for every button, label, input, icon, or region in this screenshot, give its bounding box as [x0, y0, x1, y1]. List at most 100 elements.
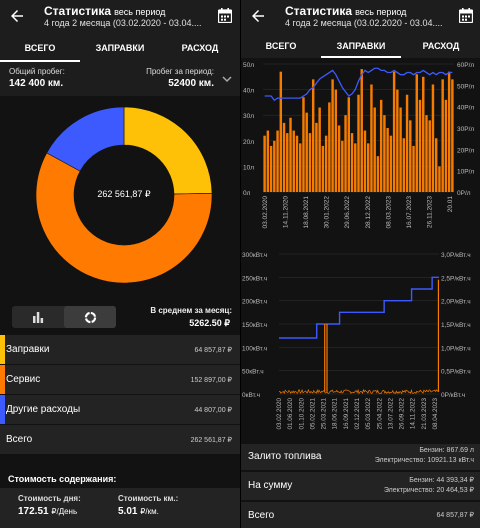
- y-tick-label-left: 50л: [243, 62, 254, 69]
- bar: [315, 122, 318, 192]
- tab-refuels[interactable]: ЗАПРАВКИ: [95, 43, 145, 53]
- category-row-other[interactable]: Другие расходы 44 807,00 ₽: [0, 395, 240, 425]
- bar: [324, 135, 328, 192]
- x-tick-label: 14.11.2020: [283, 196, 290, 228]
- calendar-icon[interactable]: [459, 8, 473, 23]
- x-tick-label: 08.04.2023: [432, 398, 439, 430]
- y-tick-label-right: 0Р/кВт.ч: [441, 392, 465, 399]
- cost-per-day-value: 172.51 ₽/День: [18, 506, 78, 517]
- y-tick-label-left: 150кВт.ч: [242, 322, 267, 329]
- category-row-refuels[interactable]: Заправки 64 857,87 ₽: [0, 335, 240, 365]
- bar: [422, 76, 425, 192]
- summary-electricity-value: Электричество: 20 464,53 ₽: [383, 487, 474, 494]
- summary-row-amount: На сумму Бензин: 44 393,34 ₽ Электричест…: [241, 472, 480, 500]
- bar: [376, 156, 380, 192]
- y-tick-label-left: 10л: [243, 164, 254, 171]
- tab-total[interactable]: ВСЕГО: [265, 41, 297, 51]
- bar: [276, 130, 279, 192]
- bar: [263, 135, 266, 192]
- total-mileage-label: Общий пробег:: [9, 67, 65, 76]
- bar: [269, 145, 273, 192]
- x-tick-label: 26.11.2023: [426, 196, 433, 228]
- category-amount: 44 807,00 ₽: [194, 407, 232, 414]
- bar: [412, 145, 415, 192]
- expense-donut-chart: 262 561,87 ₽: [33, 104, 215, 286]
- category-amount: 152 897,00 ₽: [190, 377, 232, 384]
- category-color-swatch: [0, 365, 5, 394]
- donut-chart-toggle[interactable]: [64, 306, 116, 328]
- period-mileage-label: Пробег за период:: [146, 67, 214, 76]
- bar: [318, 107, 321, 192]
- x-tick-label: 05.03.2022: [365, 398, 372, 430]
- bar: [273, 140, 276, 192]
- bar: [311, 79, 315, 192]
- tab-refuels[interactable]: ЗАПРАВКИ: [321, 34, 401, 58]
- bar: [354, 143, 357, 192]
- y-tick-label-left: 50кВт.ч: [242, 369, 264, 376]
- x-tick-label: 02.12.2021: [354, 398, 361, 430]
- category-label: Сервис: [6, 374, 41, 385]
- category-row-service[interactable]: Сервис 152 897,00 ₽: [0, 365, 240, 395]
- chevron-down-icon[interactable]: [222, 75, 232, 83]
- y-tick-label-left: 200кВт.ч: [242, 299, 267, 306]
- period-subtitle: 4 года 2 месяца (03.02.2020 - 03.04....: [44, 18, 202, 28]
- app-bar: Статистика весь период 4 года 2 месяца (0…: [0, 0, 240, 34]
- total-mileage-value: 142 400 км.: [9, 78, 64, 89]
- x-tick-label: 01.06.2020: [287, 398, 294, 430]
- chart-type-toggle: [12, 306, 116, 328]
- y-tick-label-left: 20л: [243, 139, 254, 146]
- y-tick-label-right: 60Р/л: [457, 62, 474, 69]
- bar: [438, 166, 441, 192]
- stats-panel-total: Статистика весь период 4 года 2 месяца (0…: [0, 0, 240, 528]
- y-tick-label-right: 0,5Р/кВт.ч: [441, 369, 471, 376]
- back-arrow-icon[interactable]: [8, 7, 26, 25]
- bar: [341, 140, 344, 192]
- page-title: Статистика весь период: [285, 4, 407, 18]
- y-tick-label-left: 40л: [243, 88, 254, 95]
- bar: [337, 125, 341, 192]
- bar-chart-toggle[interactable]: [12, 306, 64, 328]
- bar: [386, 128, 389, 192]
- mileage-bar[interactable]: Общий пробег: 142 400 км. Пробег за пери…: [0, 62, 240, 96]
- x-tick-label: 14.11.2022: [410, 398, 417, 430]
- price-line: [264, 67, 453, 102]
- y-tick-label-right: 2,0Р/кВт.ч: [441, 299, 471, 306]
- bar: [373, 107, 376, 192]
- category-row-total: Всего 262 561,87 ₽: [0, 425, 240, 455]
- tab-total[interactable]: ВСЕГО: [0, 34, 80, 62]
- y-tick-label-right: 50Р/л: [457, 83, 474, 90]
- bar: [418, 99, 422, 192]
- category-label: Всего: [6, 434, 33, 445]
- category-amount: 262 561,87 ₽: [190, 437, 232, 444]
- back-arrow-icon[interactable]: [249, 7, 267, 25]
- charge-noise-line: [278, 388, 440, 395]
- tab-consumption[interactable]: РАСХОД: [422, 41, 460, 51]
- bar: [305, 112, 308, 192]
- calendar-icon[interactable]: [218, 8, 232, 23]
- monthly-average-value: 5262.50 ₽: [189, 318, 230, 328]
- category-color-swatch: [0, 395, 5, 424]
- fuel-volume-chart: 0л 10л 20л 30л 40л 50л 0Р/л 10Р/л 20Р/л 30Р/л 40Р/…: [241, 58, 480, 240]
- x-tick-label: 21.03.2023: [421, 398, 428, 430]
- cost-per-km-value: 5.01 ₽/км.: [118, 506, 159, 517]
- x-tick-label: 16.09.2021: [343, 398, 350, 430]
- x-tick-label: 18.06.2021: [332, 398, 339, 430]
- bar: [347, 97, 351, 192]
- bar: [331, 79, 334, 192]
- y-tick-label-left: 100кВт.ч: [242, 345, 267, 352]
- bar: [350, 133, 354, 192]
- bar: [451, 79, 454, 192]
- bar: [409, 120, 412, 192]
- bar-chart-icon: [33, 311, 44, 323]
- tab-consumption[interactable]: РАСХОД: [181, 43, 219, 53]
- bar: [396, 89, 399, 192]
- bar: [392, 71, 396, 192]
- category-color-swatch: [0, 335, 5, 364]
- bar: [405, 94, 409, 192]
- x-tick-label: 25.03.2021: [321, 398, 328, 430]
- x-tick-label: 08.03.2023: [385, 196, 392, 229]
- summary-row-total: Всего 64 857,87 ₽: [241, 502, 480, 528]
- bar: [279, 71, 283, 192]
- bar: [428, 120, 431, 192]
- summary-label: Всего: [248, 510, 275, 521]
